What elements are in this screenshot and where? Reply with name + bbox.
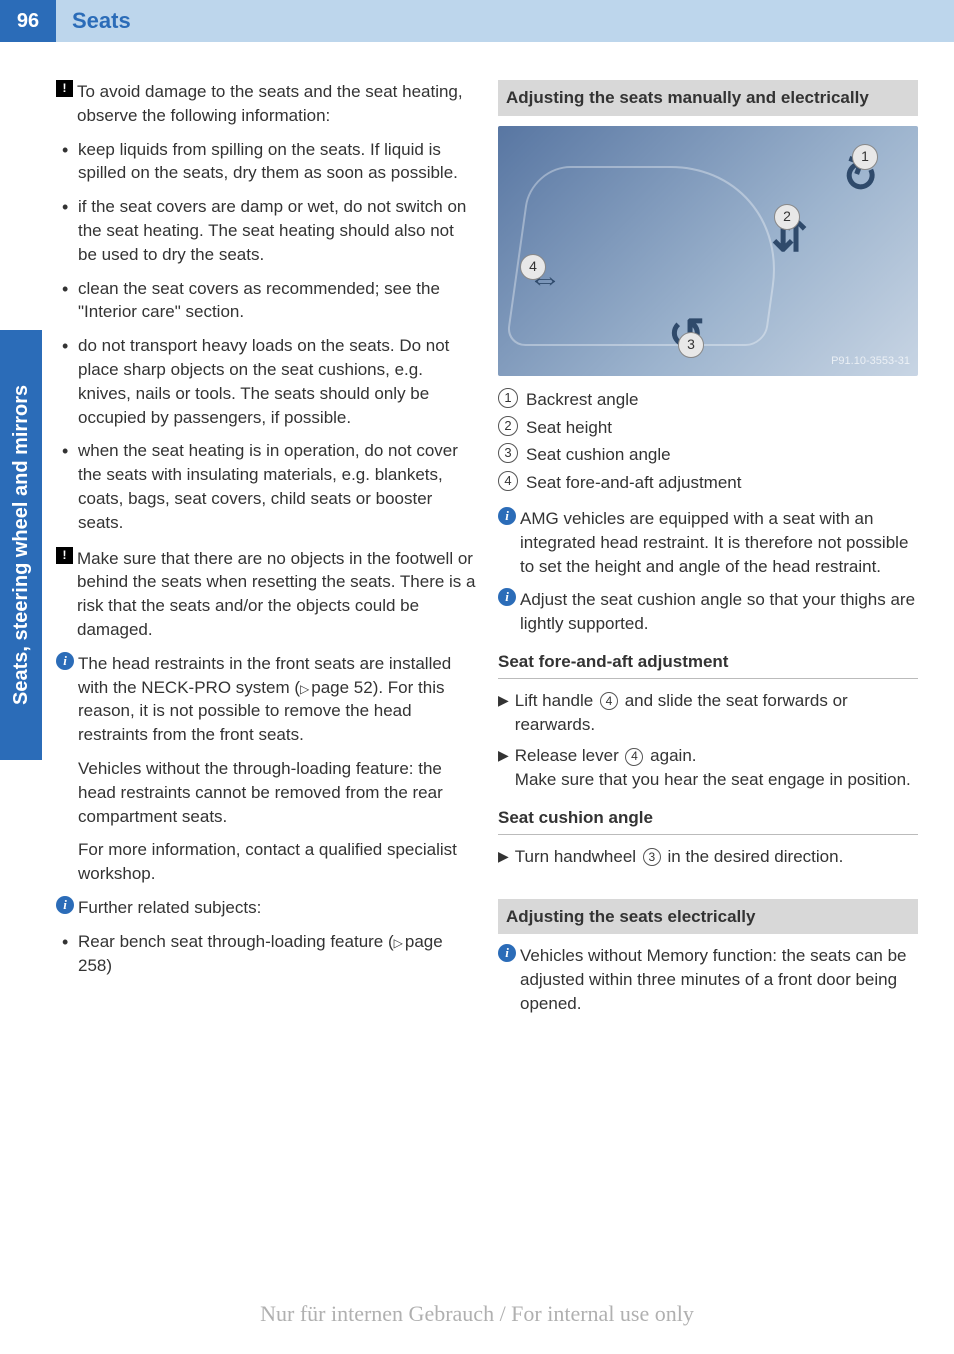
legend-row: 3 Seat cushion angle <box>498 443 918 467</box>
info-thigh: i Adjust the seat cushion angle so that … <box>498 588 918 636</box>
list-text-part: Rear bench seat through-loading feature … <box>78 932 394 951</box>
legend-row: 2 Seat height <box>498 416 918 440</box>
right-column: Adjusting the seats manually and electri… <box>498 80 918 1026</box>
callout-1: 1 <box>852 144 878 170</box>
callout-4: 4 <box>520 254 546 280</box>
callout-3: 3 <box>678 332 704 358</box>
legend-row: 1 Backrest angle <box>498 388 918 412</box>
callout-2: 2 <box>774 204 800 230</box>
step: ▶ Release lever 4 again. Make sure that … <box>498 744 918 792</box>
step-text-part: Turn handwheel <box>515 847 641 866</box>
list-item: do not transport heavy loads on the seat… <box>56 334 476 429</box>
info-thigh-text: Adjust the seat cushion angle so that yo… <box>520 588 918 636</box>
step-marker-icon: ▶ <box>498 689 509 737</box>
warning-2-text: Make sure that there are no objects in t… <box>77 547 476 642</box>
side-tab-chapter: Seats, steering wheel and mirrors <box>0 330 42 760</box>
list-item: clean the seat covers as recommended; se… <box>56 277 476 325</box>
info-memory: i Vehicles without Memory function: the … <box>498 944 918 1015</box>
list-item: Rear bench seat through-loading feature … <box>56 930 476 978</box>
step-text-part: Release lever <box>515 746 624 765</box>
info-icon: i <box>498 944 516 962</box>
info-memory-text: Vehicles without Memory function: the se… <box>520 944 918 1015</box>
left-column: ! To avoid damage to the seats and the s… <box>56 80 476 1026</box>
info-para: Vehicles without the through-loading fea… <box>78 757 476 828</box>
page-title: Seats <box>56 0 954 42</box>
legend-row: 4 Seat fore-and-aft adjustment <box>498 471 918 495</box>
warning-note-2: ! Make sure that there are no objects in… <box>56 547 476 642</box>
inline-callout: 3 <box>643 848 661 866</box>
info-icon: i <box>56 652 74 670</box>
info-para: For more information, contact a qualifie… <box>78 838 476 886</box>
subheading-fore-aft: Seat fore-and-aft adjustment <box>498 650 918 679</box>
legend-number: 2 <box>498 416 518 436</box>
list-text-part: ) <box>106 956 112 975</box>
related-subjects-list: Rear bench seat through-loading feature … <box>56 930 476 978</box>
step-text: Lift handle 4 and slide the seat forward… <box>515 689 918 737</box>
legend-text: Backrest angle <box>526 388 638 412</box>
list-item: when the seat heating is in operation, d… <box>56 439 476 534</box>
step-note: Make sure that you hear the seat engage … <box>515 768 911 792</box>
content-area: ! To avoid damage to the seats and the s… <box>56 80 926 1026</box>
info-note-1: i The head restraints in the front seats… <box>56 652 476 886</box>
seat-figure: ↻ ⇵ ↺ ⇔ 1 2 3 4 P91.10-3553-31 <box>498 126 918 376</box>
inline-callout: 4 <box>600 692 618 710</box>
legend-text: Seat cushion angle <box>526 443 671 467</box>
step-text-part: again. <box>645 746 696 765</box>
warning-icon: ! <box>56 547 73 564</box>
step-text-part: Lift handle <box>515 691 598 710</box>
watermark: Nur für internen Gebrauch / For internal… <box>0 1299 954 1330</box>
legend-text: Seat height <box>526 416 612 440</box>
list-item: if the seat covers are damp or wet, do n… <box>56 195 476 266</box>
page-header: 96 Seats <box>0 0 954 42</box>
inline-callout: 4 <box>625 748 643 766</box>
legend-text: Seat fore-and-aft adjustment <box>526 471 741 495</box>
step: ▶ Lift handle 4 and slide the seat forwa… <box>498 689 918 737</box>
figure-legend: 1 Backrest angle 2 Seat height 3 Seat cu… <box>498 388 918 495</box>
step-text: Turn handwheel 3 in the desired directio… <box>515 845 844 869</box>
step-text-part: in the desired direction. <box>663 847 844 866</box>
info-1-text: The head restraints in the front seats a… <box>78 652 476 886</box>
warning-note-1: ! To avoid damage to the seats and the s… <box>56 80 476 128</box>
step-marker-icon: ▶ <box>498 845 509 869</box>
info-2-text: Further related subjects: <box>78 896 476 920</box>
warning-icon: ! <box>56 80 73 97</box>
section-heading-manual-electric: Adjusting the seats manually and electri… <box>498 80 918 116</box>
legend-number: 1 <box>498 388 518 408</box>
info-amg: i AMG vehicles are equipped with a seat … <box>498 507 918 578</box>
legend-number: 4 <box>498 471 518 491</box>
subheading-cushion-angle: Seat cushion angle <box>498 806 918 835</box>
info-icon: i <box>498 507 516 525</box>
warning-1-text: To avoid damage to the seats and the sea… <box>77 80 476 128</box>
step-marker-icon: ▶ <box>498 744 509 792</box>
warning-bullet-list: keep liquids from spilling on the seats.… <box>56 138 476 535</box>
info-icon: i <box>56 896 74 914</box>
step: ▶ Turn handwheel 3 in the desired direct… <box>498 845 918 869</box>
info-amg-text: AMG vehicles are equipped with a seat wi… <box>520 507 918 578</box>
info-note-2: i Further related subjects: <box>56 896 476 920</box>
legend-number: 3 <box>498 443 518 463</box>
info-icon: i <box>498 588 516 606</box>
step-text: Release lever 4 again. Make sure that yo… <box>515 744 911 792</box>
figure-id: P91.10-3553-31 <box>831 354 910 369</box>
page-number: 96 <box>0 0 56 42</box>
section-heading-electric: Adjusting the seats electrically <box>498 899 918 935</box>
page-ref: page 52 <box>300 678 373 697</box>
list-item: keep liquids from spilling on the seats.… <box>56 138 476 186</box>
